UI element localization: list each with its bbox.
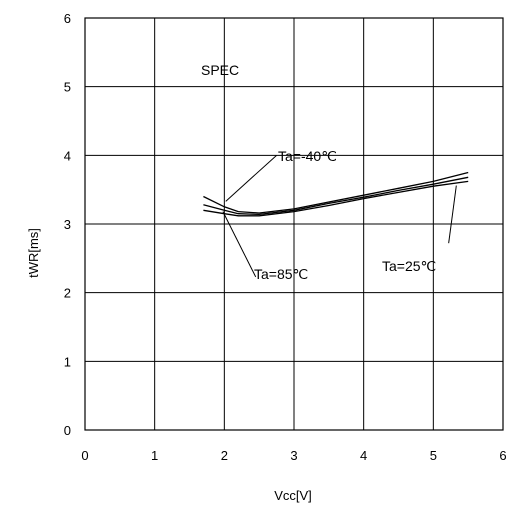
y-tick-label: 0 bbox=[64, 423, 71, 438]
y-tick-label: 4 bbox=[64, 148, 71, 163]
x-tick-label: 3 bbox=[290, 448, 297, 463]
x-tick-label: 6 bbox=[499, 448, 506, 463]
annotation-leader-2 bbox=[448, 185, 457, 244]
x-tick-label: 0 bbox=[81, 448, 88, 463]
grid bbox=[85, 18, 503, 430]
x-axis-label: Vcc[V] bbox=[274, 488, 312, 503]
annotation-leader-1 bbox=[222, 211, 257, 278]
y-tick-label: 6 bbox=[64, 11, 71, 26]
annotation-leaders bbox=[222, 154, 457, 278]
series-line-2 bbox=[203, 180, 469, 217]
series-lines bbox=[203, 171, 469, 217]
y-tick-label: 3 bbox=[64, 217, 71, 232]
y-tick-label: 1 bbox=[64, 354, 71, 369]
x-tick-label: 5 bbox=[430, 448, 437, 463]
y-tick-labels: 0 1 2 3 4 5 6 bbox=[64, 11, 71, 438]
series-line-1 bbox=[203, 176, 469, 216]
y-tick-label: 2 bbox=[64, 286, 71, 301]
plot-frame bbox=[84, 17, 504, 431]
x-tick-labels: 0 1 2 3 4 5 6 bbox=[81, 448, 506, 463]
annotation-spec: SPEC bbox=[201, 62, 239, 78]
y-axis-label: tWR[ms] bbox=[26, 228, 41, 278]
annotation-ta-minus40: Ta=-40℃ bbox=[278, 148, 337, 164]
x-tick-label: 4 bbox=[360, 448, 367, 463]
annotation-leader-0 bbox=[225, 154, 277, 202]
y-tick-label: 5 bbox=[64, 80, 71, 95]
x-tick-label: 2 bbox=[221, 448, 228, 463]
annotation-ta-25: Ta=25℃ bbox=[382, 258, 436, 274]
series-line-0 bbox=[203, 171, 469, 214]
x-tick-label: 1 bbox=[151, 448, 158, 463]
annotation-ta-85: Ta=85℃ bbox=[254, 266, 308, 282]
